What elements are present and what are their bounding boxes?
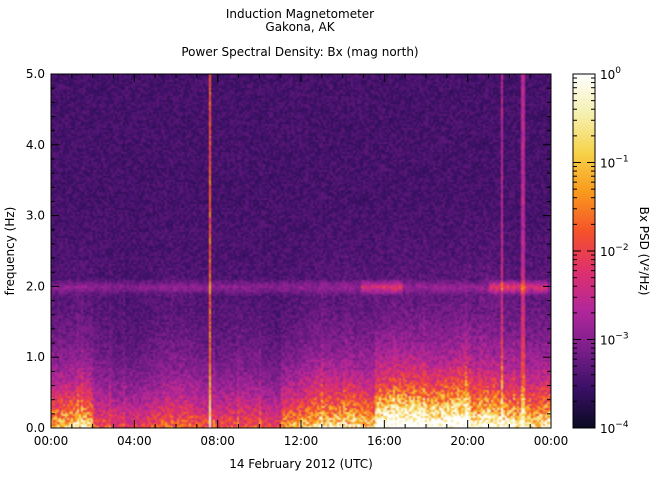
x-tick-label: 00:00 [34, 434, 69, 448]
y-tick-label: 4.0 [26, 138, 45, 152]
x-tick-label: 16:00 [367, 434, 402, 448]
chart-title-line-2: Gakona, AK [265, 20, 335, 34]
x-axis-label: 14 February 2012 (UTC) [229, 457, 373, 471]
y-axis-label: frequency (Hz) [3, 207, 17, 296]
x-tick-label: 20:00 [450, 434, 485, 448]
heatmap-plot-area [50, 73, 552, 429]
colorbar-tick-label: 100 [600, 66, 621, 82]
colorbar-tick-label: 10−3 [600, 332, 629, 348]
heatmap-image [51, 74, 551, 428]
y-tick-label: 1.0 [26, 350, 45, 364]
y-tick-label: 0.0 [26, 421, 45, 435]
y-tick-label: 5.0 [26, 67, 45, 81]
chart-subtitle: Power Spectral Density: Bx (mag north) [181, 45, 418, 59]
y-axis: 0.0 1.0 2.0 3.0 4.0 5.0 [26, 67, 551, 435]
colorbar-tick-label: 10−4 [600, 420, 629, 436]
x-tick-label: 00:00 [534, 434, 569, 448]
x-tick-label: 08:00 [200, 434, 235, 448]
x-tick-label: 12:00 [284, 434, 319, 448]
colorbar-tick-label: 10−1 [600, 155, 629, 171]
colorbar-tick-label: 10−2 [600, 243, 629, 259]
y-tick-label: 2.0 [26, 279, 45, 293]
chart-title-line-1: Induction Magnetometer [226, 7, 374, 21]
colorbar-label: Bx PSD (V²/Hz) [637, 207, 651, 296]
x-axis: 00:00 04:00 08:00 12:00 16:00 20:00 00:00 [34, 74, 569, 448]
colorbar-ticks: 100 10−1 10−2 10−3 10−4 [573, 66, 629, 436]
x-tick-label: 04:00 [117, 434, 152, 448]
y-tick-label: 3.0 [26, 209, 45, 223]
